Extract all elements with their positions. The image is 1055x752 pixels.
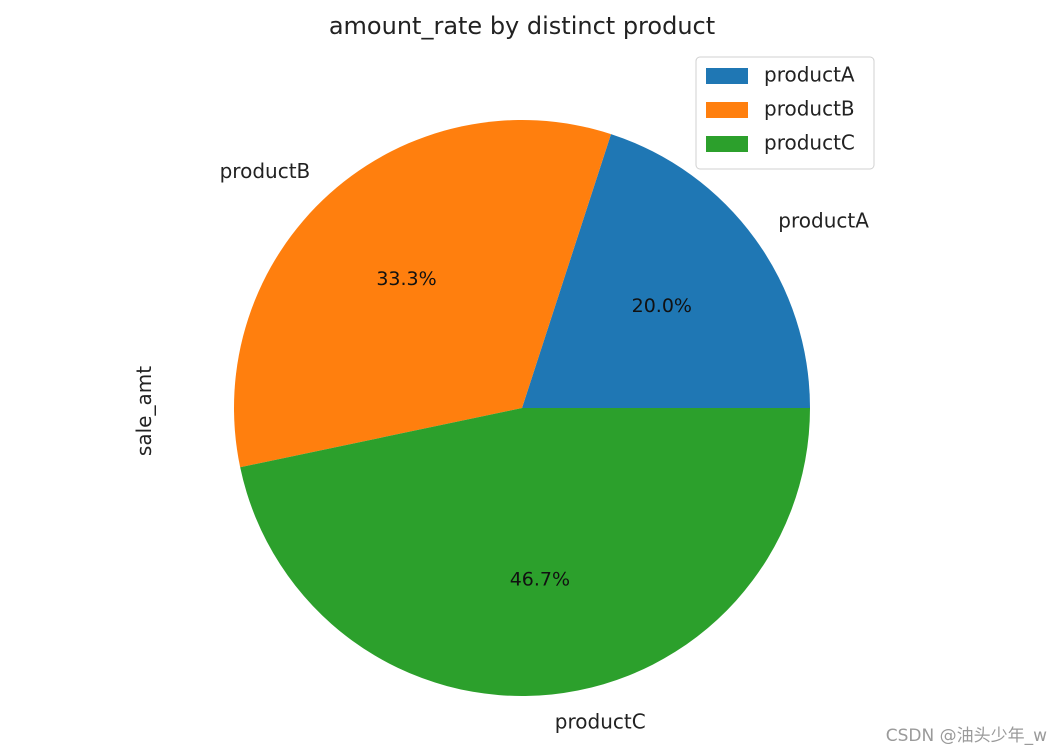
chart-title: amount_rate by distinct product	[329, 12, 715, 40]
pie-labels: productA 20.0% productB 33.3% productC 46.7%	[220, 159, 870, 734]
percent-label-productB: 33.3%	[376, 268, 436, 290]
pie-slices	[233, 120, 810, 696]
slice-label-productA: productA	[778, 208, 869, 232]
legend-label-productB: productB	[764, 97, 855, 121]
legend-swatch-productA	[706, 68, 748, 84]
legend: productA productB productC	[695, 56, 875, 170]
y-axis-label: sale_amt	[132, 366, 156, 456]
watermark: CSDN @油头少年_w	[885, 726, 1047, 746]
percent-label-productC: 46.7%	[510, 568, 570, 590]
pie-slice-productC	[240, 408, 810, 696]
legend-swatch-productB	[706, 102, 748, 118]
pie-slice-productB	[233, 120, 611, 468]
pie-slice-productA	[522, 134, 810, 409]
percent-label-productA: 20.0%	[632, 295, 692, 317]
slice-label-productC: productC	[555, 710, 646, 734]
slice-label-productB: productB	[220, 159, 311, 183]
legend-label-productA: productA	[764, 63, 855, 87]
legend-label-productC: productC	[764, 131, 855, 155]
legend-swatch-productC	[706, 136, 748, 152]
